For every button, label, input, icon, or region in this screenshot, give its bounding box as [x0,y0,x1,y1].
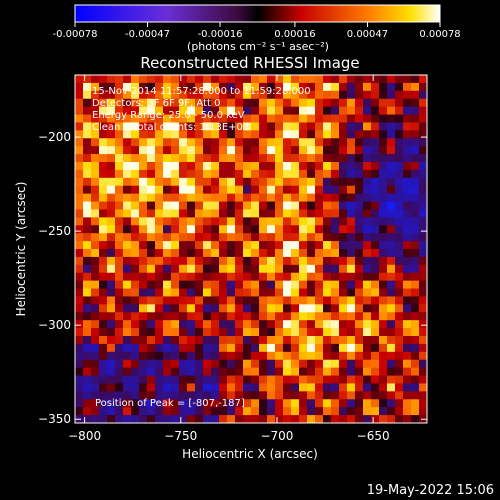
footer-date: 19-May-2022 15:06 [367,483,494,498]
colorbar-unit-label: (photons cm⁻² s⁻¹ asec⁻²) [187,40,329,53]
x-tick-label: −650 [357,429,390,443]
colorbar-ticks: -0.00078 -0.00047 -0.00016 0.00016 0.00047 0.… [53,22,461,40]
annotation-detectors: Detectors: 3F 6F 9F, Att 0 [92,98,220,109]
annotation-clean: Clean Total counts: 1.13E+03 [92,122,249,133]
x-tick-label: −700 [260,429,293,443]
x-tick-label: −800 [68,429,101,443]
y-tick-label: −200 [38,130,71,144]
chart-title: Reconstructed RHESSI Image [140,54,359,72]
colorbar [74,4,441,23]
heatmap-image [75,75,427,423]
y-tick-label: −350 [38,412,71,426]
colorbar-tick-label: 0.00016 [274,29,315,40]
y-tick-label: −300 [38,318,71,332]
y-axis-ticks: −200 −250 −300 −350 [38,130,427,426]
y-tick-label: −250 [38,224,71,238]
x-axis-ticks: −800 −750 −700 −650 [68,75,390,443]
x-axis-label: Heliocentric X (arcsec) [182,447,318,461]
peak-position: Position of Peak = [-807,-187] [95,398,245,409]
colorbar-tick-label: -0.00078 [53,29,98,40]
plot-frame [74,74,428,424]
annotation-time: 15-Nov-2014 11:57:28.000 to 11:59:28.000 [92,86,311,97]
colorbar-tick-label: -0.00016 [198,29,243,40]
y-axis-label: Heliocentric Y (arcsec) [14,182,28,317]
colorbar-tick-label: -0.00047 [125,29,170,40]
colorbar-tick-label: 0.00047 [347,29,388,40]
x-tick-label: −750 [164,429,197,443]
annotation-energy: Energy Range: 25.0 - 50.0 keV [92,110,245,121]
colorbar-tick-label: 0.00078 [419,29,460,40]
